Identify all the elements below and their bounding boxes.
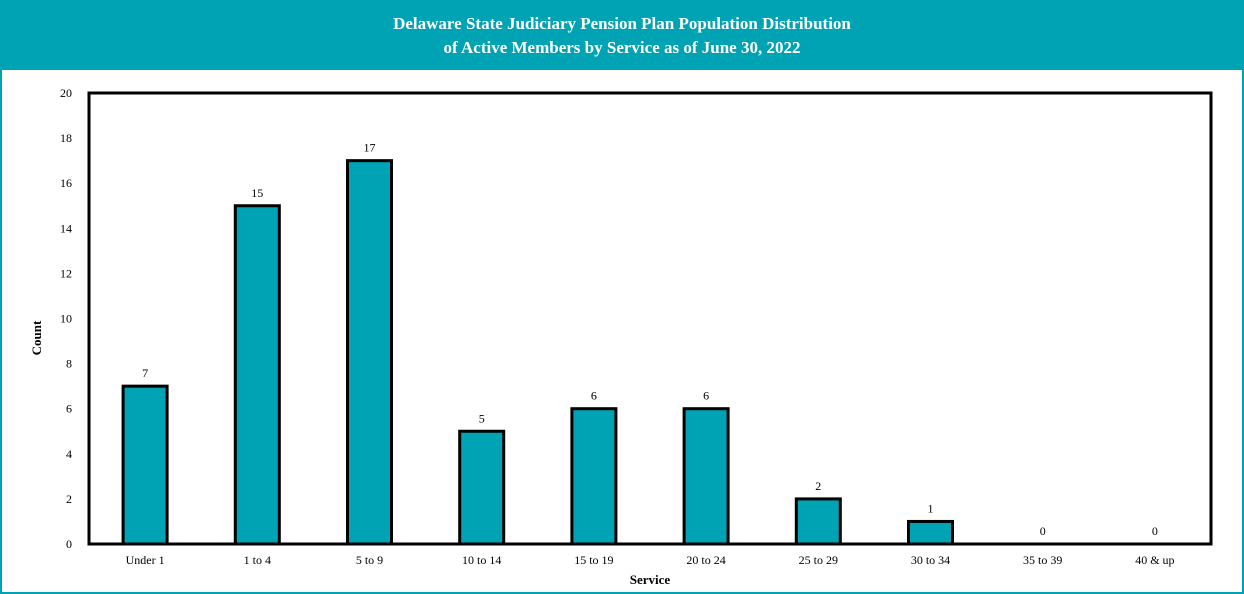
y-tick-label: 20: [60, 86, 72, 100]
y-tick-label: 18: [60, 131, 72, 145]
bar: [346, 159, 393, 546]
x-axis-ticks: Under 1 1 to 4 5 to 9 10 to 14 15 to 19 20 to…: [126, 553, 1175, 567]
y-tick-label: 10: [60, 312, 72, 326]
data-label: 0: [1152, 524, 1158, 538]
x-axis-title: Service: [630, 572, 671, 587]
y-axis-title: Count: [29, 320, 44, 355]
data-label: 7: [142, 366, 148, 380]
bar: [682, 407, 730, 546]
bar: [907, 519, 954, 546]
y-tick-label: 6: [66, 402, 72, 416]
chart-title-line-1: Delaware State Judiciary Pension Plan Po…: [393, 14, 851, 33]
bar: [121, 384, 169, 546]
x-tick-label: Under 1: [126, 553, 165, 567]
data-label: 2: [815, 479, 821, 493]
y-tick-label: 0: [66, 537, 72, 551]
bar: [794, 497, 842, 546]
x-tick-label: 20 to 24: [686, 553, 725, 567]
plot-area-border: [87, 91, 1213, 546]
data-label: 17: [364, 141, 376, 155]
data-label: 5: [479, 411, 485, 425]
x-tick-label: 10 to 14: [462, 553, 501, 567]
y-tick-label: 8: [66, 357, 72, 371]
chart-title-bar: Delaware State Judiciary Pension Plan Po…: [2, 2, 1242, 70]
bar: [233, 204, 281, 546]
data-label: 15: [251, 186, 263, 200]
x-tick-label: 25 to 29: [799, 553, 838, 567]
data-label: 0: [1040, 524, 1046, 538]
bar: [458, 429, 506, 546]
y-axis-ticks: 0 2 4 6 8 10 12 14 16 18 20: [60, 86, 72, 551]
data-label: 6: [591, 389, 597, 403]
x-tick-label: 30 to 34: [911, 553, 950, 567]
chart-title-line-2: of Active Members by Service as of June …: [443, 38, 801, 57]
x-tick-label: 5 to 9: [356, 553, 383, 567]
x-tick-label: 1 to 4: [244, 553, 271, 567]
bar: [570, 407, 618, 546]
y-tick-label: 14: [60, 221, 72, 235]
y-tick-label: 2: [66, 492, 72, 506]
y-tick-label: 16: [60, 176, 72, 190]
y-tick-label: 12: [60, 266, 72, 280]
y-tick-label: 4: [66, 447, 72, 461]
data-label: 1: [928, 501, 934, 515]
bars: 7 15 17 5 6 6 2 1 0 0: [121, 141, 1158, 546]
data-label: 6: [703, 389, 709, 403]
x-tick-label: 15 to 19: [574, 553, 613, 567]
x-tick-label: 35 to 39: [1023, 553, 1062, 567]
x-tick-label: 40 & up: [1135, 553, 1174, 567]
